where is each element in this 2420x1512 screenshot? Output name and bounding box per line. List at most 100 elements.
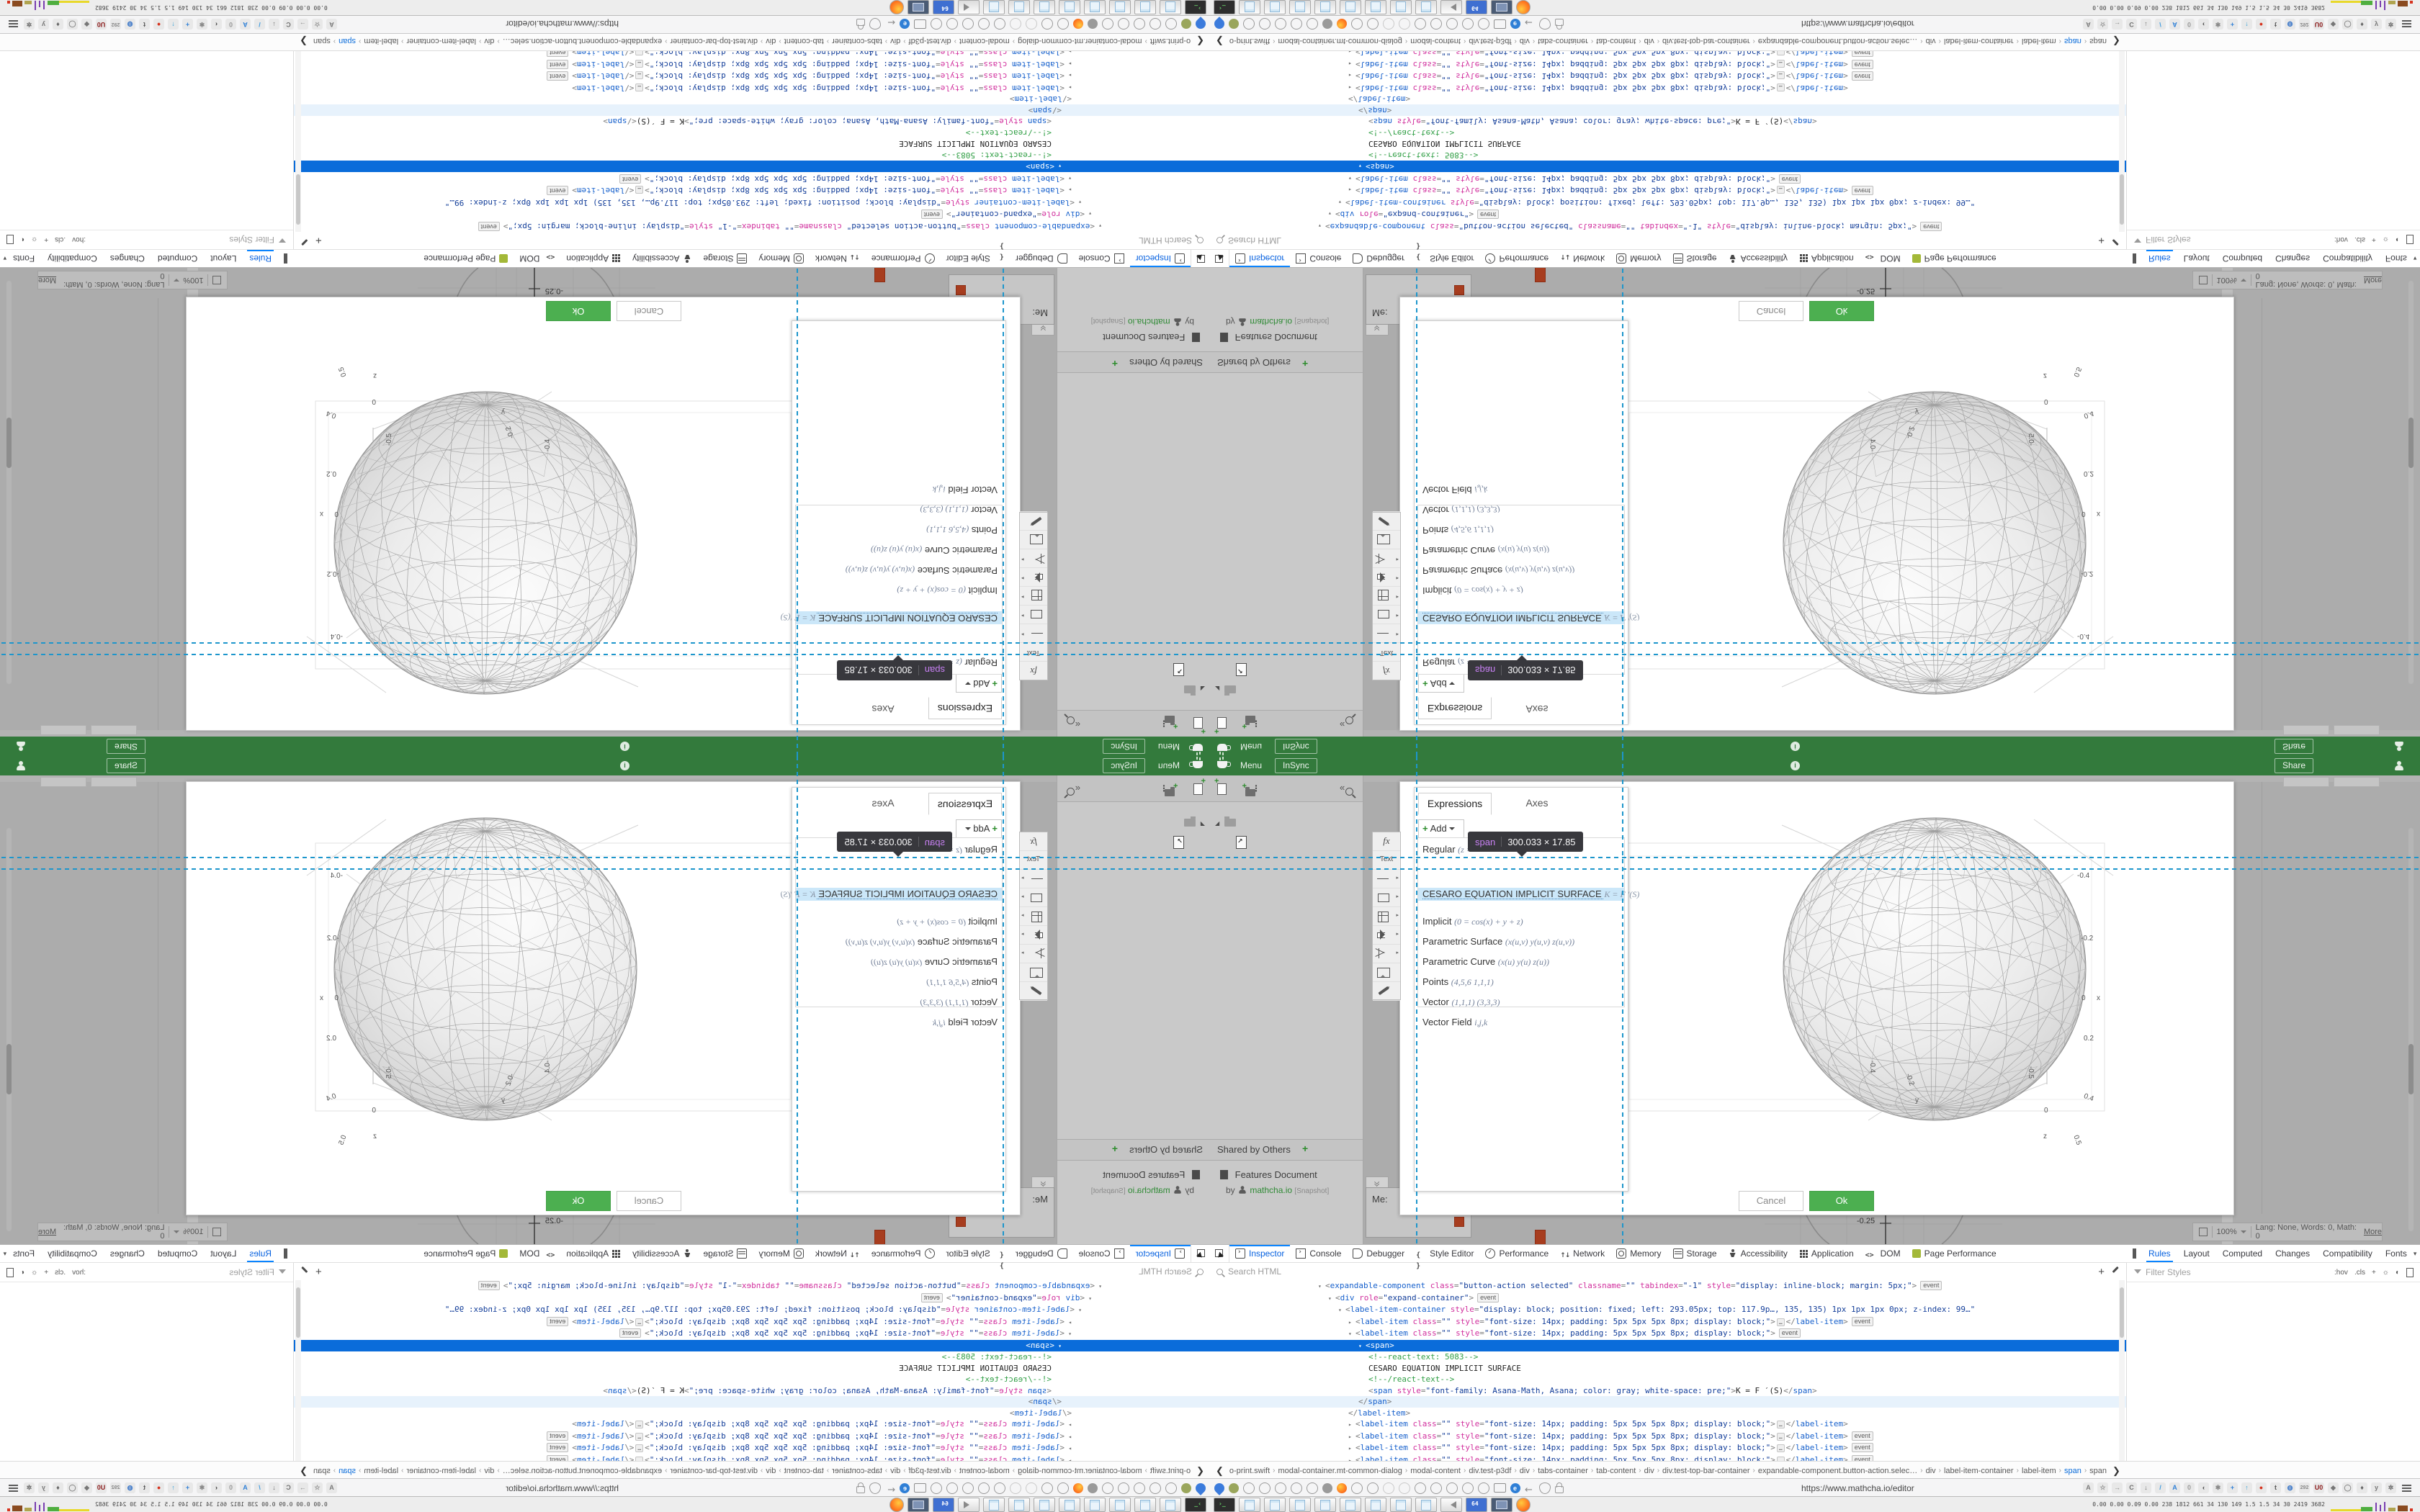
more-link[interactable]: More — [2363, 1228, 2382, 1236]
devtools-tab-console[interactable]: Console — [1073, 1245, 1130, 1262]
folder-icon[interactable] — [1494, 1483, 1506, 1493]
breadcrumb-item[interactable]: span — [2089, 1466, 2107, 1475]
ok-button[interactable]: Ok — [1809, 301, 1874, 321]
rules-toggle-hov[interactable]: :hov — [72, 1268, 86, 1277]
pin-icon[interactable] — [1212, 1480, 1227, 1495]
markup-line[interactable]: <!--/react-text--> — [1368, 128, 1455, 138]
wrench-icon[interactable] — [1322, 19, 1332, 30]
breadcrumb-item[interactable]: o-print.swift — [1229, 1466, 1270, 1475]
breadcrumb-item[interactable]: span — [313, 1466, 331, 1475]
ring-icon[interactable] — [946, 18, 958, 30]
new-document-icon[interactable] — [1217, 717, 1227, 729]
extension-icon[interactable]: U0 — [96, 19, 107, 30]
content-scrollbar[interactable] — [6, 281, 12, 684]
extension-icon[interactable]: + — [2227, 1482, 2238, 1493]
devtools-tab-dom[interactable]: DOM — [1860, 1245, 1906, 1262]
cancel-button[interactable]: Cancel — [1739, 1191, 1803, 1211]
breadcrumb[interactable]: ❮ o-print.swift › modal-container.mt-commo… — [1210, 1461, 2420, 1480]
breadcrumb-item[interactable]: span — [2063, 1466, 2081, 1475]
markup-line[interactable]: ▾<expandable-component class="button-act… — [294, 220, 1210, 233]
markup-line[interactable]: <!--/react-text--> — [965, 1374, 1052, 1384]
wrench-icon[interactable] — [1088, 19, 1098, 30]
markup-line[interactable]: ▸<label-item class="" style="font-size: … — [294, 70, 1210, 82]
ring-icon[interactable] — [1446, 1482, 1458, 1494]
filter-styles-row[interactable]: Filter Styles :hov .cls + ☼ ◐ — [2127, 1263, 2420, 1282]
sidebar-tab-compatibility[interactable]: Compatibility — [2323, 253, 2372, 264]
extension-icon[interactable]: 292 — [2299, 1482, 2310, 1493]
ring-icon[interactable] — [946, 1482, 958, 1494]
sidebar-tab-layout[interactable]: Layout — [210, 1248, 237, 1259]
pick-element-icon[interactable] — [1210, 250, 1229, 267]
ghost-icon[interactable] — [1399, 1482, 1410, 1494]
devtools-tab-debugger[interactable]: Debugger — [1010, 250, 1073, 267]
palette-tool-arrow[interactable] — [1020, 567, 1047, 586]
rules-toggle-hov[interactable]: :hov — [2334, 235, 2348, 244]
markup-line[interactable]: ▸<label-item class="" style="font-size: … — [572, 1419, 1072, 1428]
palette-tool-axes[interactable] — [1020, 945, 1047, 963]
text-window-button[interactable] — [1239, 1498, 1260, 1512]
expression-row[interactable]: Parametric Surface (x(u,v) y(u,v) z(u,v)… — [845, 936, 998, 947]
ring-icon[interactable] — [994, 18, 1005, 30]
devtools-tab-memory[interactable]: Memory — [1610, 1245, 1667, 1262]
breadcrumb-item[interactable]: span — [2063, 37, 2081, 46]
text-window-button[interactable] — [1390, 1498, 1412, 1512]
markup-search-row[interactable]: Search HTML + — [1210, 231, 2126, 249]
collapse-sidebar-icon[interactable]: « — [1340, 782, 1345, 793]
breadcrumb-item[interactable]: tab-content — [1596, 1466, 1636, 1475]
globe-icon[interactable] — [1041, 18, 1053, 30]
sidebar-tab-changes[interactable]: Changes — [109, 253, 145, 264]
insync-badge[interactable]: InSync — [1275, 739, 1317, 754]
pin-icon[interactable] — [1212, 17, 1227, 32]
palette-tool-pencil[interactable] — [1373, 982, 1400, 1001]
text-window-button[interactable] — [1084, 0, 1106, 14]
breadcrumb-item[interactable]: tabs-container — [1538, 37, 1588, 46]
breadcrumb-item[interactable]: modal-container.mt-common-dialog — [1018, 37, 1142, 46]
pin-icon[interactable] — [1193, 1480, 1208, 1495]
devtools-tab-dom[interactable]: DOM — [1860, 250, 1906, 267]
firefox-window-button[interactable] — [889, 0, 904, 14]
content-scrollbar[interactable] — [2408, 281, 2414, 684]
extension-icon[interactable]: → — [2112, 1482, 2123, 1493]
extension-icon[interactable]: t — [139, 19, 150, 30]
sidebar-tab-fonts[interactable]: Fonts — [13, 253, 35, 264]
text-window-button[interactable] — [1264, 0, 1286, 14]
extension-icon[interactable]: A — [326, 19, 337, 30]
extension-icon[interactable]: → — [297, 1482, 308, 1493]
extension-icon[interactable]: ↓ — [2141, 1482, 2151, 1493]
markup-line[interactable]: ▾<span> — [1210, 161, 2126, 173]
devtools-tab-network[interactable]: Network — [1554, 1245, 1610, 1262]
text-window-button[interactable] — [1289, 1498, 1311, 1512]
breadcrumb-item[interactable]: div — [766, 1466, 776, 1475]
tab-axes[interactable]: Axes — [1525, 797, 1549, 809]
breadcrumb-item[interactable]: span — [339, 37, 357, 46]
markup-line[interactable]: ▾<span> — [294, 161, 1210, 173]
devtools-tab-inspector[interactable]: Inspector — [1229, 1245, 1291, 1262]
extension-icon[interactable]: A — [326, 1482, 337, 1493]
plot-3d-canvas[interactable] — [1400, 782, 2233, 1179]
fullscreen-icon[interactable] — [2199, 1228, 2208, 1236]
arrow-icon[interactable] — [885, 1483, 895, 1493]
extension-icon[interactable]: ☆ — [2097, 1482, 2108, 1493]
devtools-tab-network[interactable]: Network — [810, 1245, 866, 1262]
markup-line[interactable]: ▾<expandable-component class="button-act… — [1210, 1280, 2126, 1292]
palette-tool-Text[interactable]: Text — [1373, 642, 1400, 661]
extension-icon[interactable]: ✱ — [197, 1482, 207, 1493]
markup-line[interactable]: CESARO EQUATION IMPLICIT SURFACE — [899, 139, 1052, 149]
ring-icon[interactable] — [1430, 18, 1442, 30]
markup-line[interactable]: ▾<label-item-container style="display: b… — [444, 1305, 1082, 1314]
extension-icon[interactable]: C — [2126, 1482, 2137, 1493]
extension-icon[interactable]: ✲ — [24, 1482, 35, 1493]
extension-icon[interactable]: + — [182, 19, 193, 30]
rules-mini-buttons[interactable]: :hov .cls + ☼ ◐ — [2334, 235, 2420, 245]
extension-icon[interactable]: ◍ — [2285, 1482, 2295, 1493]
extension-icon[interactable]: A — [2083, 1482, 2094, 1493]
extension-icon[interactable]: ↓ — [269, 1482, 279, 1493]
rules-toggle-[interactable]: ☼ — [31, 1268, 38, 1277]
tab-axes[interactable]: Axes — [1525, 703, 1549, 715]
olive-icon[interactable] — [1181, 19, 1191, 30]
extension-icon[interactable]: ◆ — [81, 19, 92, 30]
rules-toggle-[interactable]: ◐ — [2395, 235, 2400, 244]
markup-line[interactable]: ▾<div role="expand-container">event — [1210, 1292, 2126, 1305]
extension-icon[interactable]: 0 — [225, 19, 236, 30]
text-window-button[interactable] — [983, 1498, 1005, 1512]
